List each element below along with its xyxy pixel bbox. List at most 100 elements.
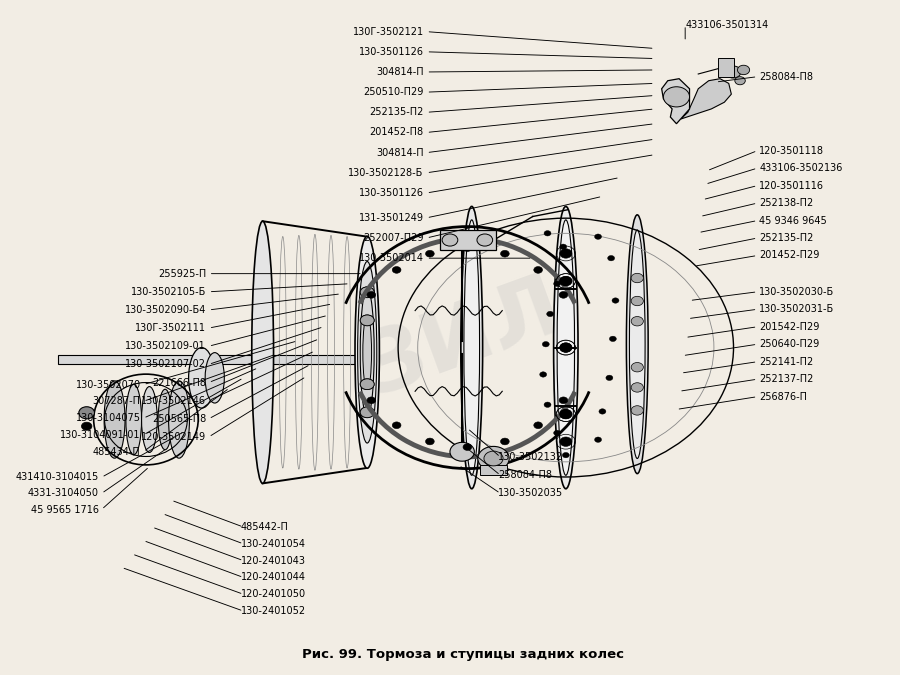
Ellipse shape (158, 389, 172, 450)
Circle shape (442, 234, 458, 246)
Ellipse shape (355, 236, 380, 468)
Circle shape (500, 250, 509, 257)
Circle shape (463, 245, 472, 252)
Text: 304814-П: 304814-П (376, 148, 424, 158)
Text: 201542-П29: 201542-П29 (760, 322, 820, 331)
Text: 130-3502030-Б: 130-3502030-Б (760, 287, 834, 297)
Circle shape (606, 375, 613, 381)
Circle shape (82, 422, 92, 430)
Text: 201452-П29: 201452-П29 (760, 250, 820, 261)
Circle shape (534, 267, 543, 273)
Text: 252007-П29: 252007-П29 (364, 233, 424, 243)
Circle shape (560, 410, 572, 418)
Circle shape (360, 287, 374, 298)
Text: 130-3502070: 130-3502070 (76, 379, 140, 389)
Text: 130Г-3502111: 130Г-3502111 (135, 323, 206, 333)
Circle shape (478, 446, 509, 470)
Circle shape (540, 372, 546, 377)
Text: 130-3502132: 130-3502132 (498, 452, 563, 462)
Text: 131-3501249: 131-3501249 (359, 213, 424, 223)
Text: 258084-П8: 258084-П8 (498, 470, 552, 481)
Circle shape (631, 383, 644, 392)
Text: ЗИЛ: ЗИЛ (353, 263, 573, 412)
Text: 120-2401050: 120-2401050 (241, 589, 306, 599)
Text: 201452-П8: 201452-П8 (370, 128, 424, 138)
Text: 485442-П: 485442-П (241, 522, 289, 532)
Circle shape (560, 276, 572, 286)
Circle shape (560, 276, 572, 286)
Text: 130-3502035: 130-3502035 (498, 489, 563, 498)
Circle shape (631, 362, 644, 372)
Ellipse shape (141, 387, 158, 452)
Ellipse shape (554, 207, 578, 489)
Text: 431410-3104015: 431410-3104015 (15, 472, 99, 483)
Text: 130-3104075: 130-3104075 (76, 413, 140, 423)
Circle shape (598, 409, 606, 414)
Text: 130-3502105-Б: 130-3502105-Б (130, 287, 206, 297)
Circle shape (534, 422, 543, 429)
Text: 120-3501116: 120-3501116 (760, 181, 824, 190)
Text: 120-3501118: 120-3501118 (760, 146, 824, 156)
Text: 485434-П: 485434-П (93, 447, 140, 457)
Circle shape (608, 256, 615, 261)
Text: 130-3502107-02: 130-3502107-02 (125, 359, 206, 369)
Ellipse shape (205, 352, 224, 403)
Circle shape (631, 406, 644, 415)
Circle shape (360, 287, 374, 298)
Circle shape (360, 315, 374, 326)
Text: 252141-П2: 252141-П2 (760, 356, 814, 367)
Polygon shape (662, 79, 689, 124)
Bar (439, 230, 496, 250)
Text: 252138-П2: 252138-П2 (760, 198, 814, 208)
Circle shape (426, 250, 434, 257)
Text: 45 9346 9645: 45 9346 9645 (760, 215, 827, 225)
Ellipse shape (461, 207, 482, 489)
Text: 255925-П: 255925-П (158, 269, 206, 279)
Ellipse shape (360, 288, 374, 416)
Circle shape (360, 379, 374, 389)
Circle shape (554, 281, 561, 286)
Circle shape (663, 87, 689, 107)
Circle shape (360, 407, 374, 418)
Circle shape (544, 231, 551, 236)
Text: 130-3502014: 130-3502014 (359, 253, 424, 263)
Ellipse shape (189, 348, 215, 408)
Text: 120-3502149: 120-3502149 (141, 432, 206, 442)
Bar (718, 58, 734, 77)
Text: 130-2401054: 130-2401054 (241, 539, 306, 549)
Text: 130-3501126: 130-3501126 (359, 188, 424, 198)
Circle shape (367, 397, 375, 404)
Ellipse shape (464, 220, 480, 475)
Text: 252135-П2: 252135-П2 (369, 107, 424, 117)
Ellipse shape (629, 230, 645, 458)
Text: 130-3502031-Б: 130-3502031-Б (760, 304, 834, 315)
Text: 130Г-3502121: 130Г-3502121 (353, 26, 424, 36)
Circle shape (560, 410, 572, 418)
Ellipse shape (168, 381, 190, 458)
Ellipse shape (252, 221, 274, 483)
Text: 4331-3104050: 4331-3104050 (28, 489, 99, 498)
Circle shape (450, 442, 474, 461)
Text: 130-2401052: 130-2401052 (241, 606, 306, 616)
Text: 307287-П: 307287-П (93, 396, 140, 406)
Text: 433106-3502136: 433106-3502136 (760, 163, 842, 173)
Circle shape (559, 292, 568, 298)
Text: 130-3501126: 130-3501126 (359, 47, 424, 57)
Circle shape (360, 315, 374, 326)
Circle shape (544, 402, 551, 408)
Circle shape (484, 451, 503, 466)
Text: 250510-П29: 250510-П29 (364, 87, 424, 97)
Ellipse shape (126, 384, 141, 455)
Ellipse shape (363, 315, 372, 389)
Ellipse shape (357, 261, 377, 443)
Circle shape (426, 438, 434, 445)
Text: 130-3502146: 130-3502146 (141, 396, 206, 406)
Text: 304814-П: 304814-П (376, 67, 424, 77)
Circle shape (562, 452, 570, 458)
Circle shape (560, 249, 572, 258)
Text: 252135-П2: 252135-П2 (760, 233, 814, 243)
Text: 433106-3501314: 433106-3501314 (685, 20, 769, 30)
Text: 130-3502090-Б4: 130-3502090-Б4 (125, 305, 206, 315)
Circle shape (631, 317, 644, 326)
Circle shape (631, 273, 644, 283)
